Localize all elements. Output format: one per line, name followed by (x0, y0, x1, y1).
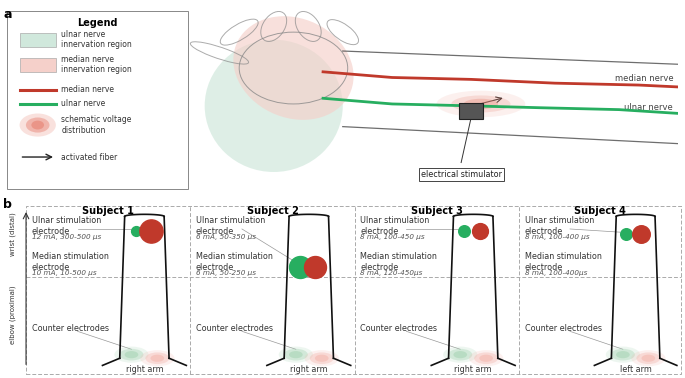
Text: Median stimulation
electrode: Median stimulation electrode (32, 253, 108, 272)
Ellipse shape (453, 351, 467, 358)
Text: right arm: right arm (125, 366, 163, 374)
Point (295, 264, 306, 270)
FancyBboxPatch shape (459, 104, 484, 119)
Ellipse shape (606, 347, 640, 363)
Text: left arm: left arm (620, 366, 651, 374)
Text: median nerve: median nerve (62, 85, 114, 94)
Text: ulnar nerve: ulnar nerve (625, 102, 673, 112)
Ellipse shape (315, 355, 329, 362)
Text: median nerve
innervation region: median nerve innervation region (62, 55, 132, 74)
Ellipse shape (140, 350, 175, 366)
Text: elbow (proximal): elbow (proximal) (9, 286, 16, 344)
Text: ulnar nerve
innervation region: ulnar nerve innervation region (62, 30, 132, 50)
FancyBboxPatch shape (20, 33, 56, 47)
Ellipse shape (464, 99, 498, 109)
Ellipse shape (632, 350, 666, 366)
Point (458, 228, 469, 234)
Ellipse shape (125, 351, 138, 358)
Point (474, 228, 485, 234)
Ellipse shape (474, 352, 498, 364)
Ellipse shape (279, 347, 313, 363)
Ellipse shape (151, 355, 164, 362)
Ellipse shape (205, 40, 342, 172)
Text: b: b (3, 198, 12, 211)
Text: Median stimulation
electrode: Median stimulation electrode (196, 253, 273, 272)
Text: Ulnar stimulation
electrode: Ulnar stimulation electrode (196, 216, 265, 236)
FancyBboxPatch shape (20, 57, 56, 72)
Text: a: a (3, 8, 12, 20)
Point (145, 228, 156, 234)
Ellipse shape (611, 349, 635, 361)
Text: 8 mA, 120-450μs: 8 mA, 120-450μs (360, 270, 423, 276)
Ellipse shape (234, 16, 353, 120)
Ellipse shape (289, 351, 303, 358)
Text: 8 mA, 100-450 μs: 8 mA, 100-450 μs (360, 234, 425, 240)
Text: activated fiber: activated fiber (62, 152, 118, 161)
Text: Legend: Legend (77, 19, 118, 28)
Text: Median stimulation
electrode: Median stimulation electrode (360, 253, 437, 272)
Text: Ulnar stimulation
electrode: Ulnar stimulation electrode (32, 216, 101, 236)
Ellipse shape (114, 347, 149, 363)
Text: 8 mA, 100-400 μs: 8 mA, 100-400 μs (525, 234, 589, 240)
Text: Median stimulation
electrode: Median stimulation electrode (525, 253, 601, 272)
Text: Counter electrodes: Counter electrodes (360, 324, 437, 333)
Text: 10 mA, 10-500 μs: 10 mA, 10-500 μs (32, 270, 96, 276)
Ellipse shape (32, 121, 44, 130)
Text: right arm: right arm (290, 366, 327, 374)
Text: 8 mA, 100-400μs: 8 mA, 100-400μs (525, 270, 587, 276)
Text: ulnar nerve: ulnar nerve (62, 99, 105, 108)
Text: schematic voltage
distribution: schematic voltage distribution (62, 115, 132, 135)
Ellipse shape (616, 351, 630, 358)
Text: Subject 4: Subject 4 (574, 206, 626, 215)
Text: Subject 1: Subject 1 (82, 206, 134, 215)
Text: wrist (distal): wrist (distal) (9, 212, 16, 256)
Ellipse shape (310, 352, 334, 364)
Point (130, 228, 141, 234)
Text: Counter electrodes: Counter electrodes (525, 324, 601, 333)
Ellipse shape (443, 347, 477, 363)
Text: Counter electrodes: Counter electrodes (196, 324, 273, 333)
Ellipse shape (451, 95, 510, 113)
Text: right arm: right arm (454, 366, 492, 374)
Point (621, 231, 632, 237)
Text: Ulnar stimulation
electrode: Ulnar stimulation electrode (360, 216, 429, 236)
Ellipse shape (119, 349, 143, 361)
Ellipse shape (145, 352, 169, 364)
Ellipse shape (479, 355, 493, 362)
Text: median nerve: median nerve (614, 74, 673, 83)
FancyBboxPatch shape (7, 11, 188, 189)
Ellipse shape (20, 113, 56, 136)
Point (635, 231, 646, 237)
Ellipse shape (305, 350, 339, 366)
Text: Subject 2: Subject 2 (247, 206, 299, 215)
Ellipse shape (448, 349, 472, 361)
Text: 12 mA, 300-500 μs: 12 mA, 300-500 μs (32, 234, 101, 240)
Ellipse shape (436, 91, 525, 117)
Ellipse shape (642, 355, 656, 362)
Text: Subject 3: Subject 3 (411, 206, 463, 215)
Text: Counter electrodes: Counter electrodes (32, 324, 108, 333)
Ellipse shape (469, 350, 503, 366)
Point (310, 264, 321, 270)
Ellipse shape (26, 118, 49, 133)
Text: Ulnar stimulation
electrode: Ulnar stimulation electrode (525, 216, 594, 236)
Text: electrical stimulator: electrical stimulator (421, 170, 501, 179)
Text: 6 mA, 50-350 μs: 6 mA, 50-350 μs (196, 234, 256, 240)
Text: 6 mA, 50-250 μs: 6 mA, 50-250 μs (196, 270, 256, 276)
Ellipse shape (284, 349, 308, 361)
Ellipse shape (636, 352, 660, 364)
